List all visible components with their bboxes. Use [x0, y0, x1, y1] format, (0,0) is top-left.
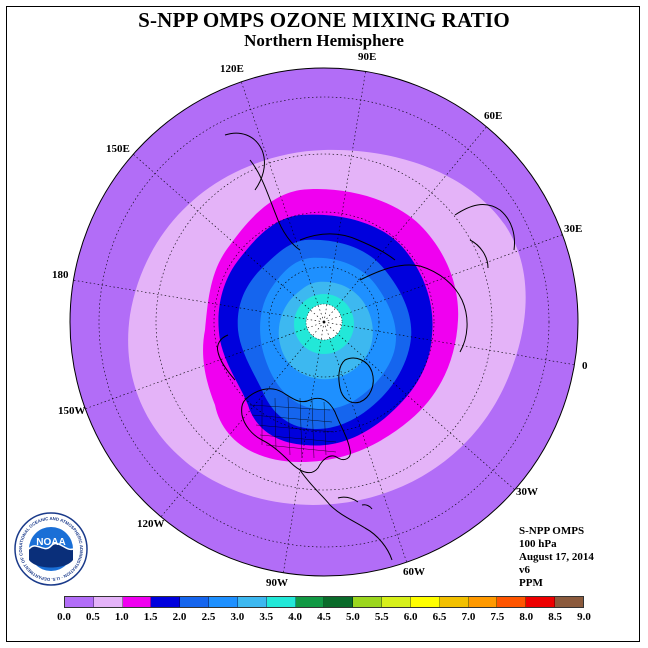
colorbar-tick-label: 0.5: [86, 611, 100, 623]
info-units: PPM: [519, 577, 543, 589]
colorbar-swatch: [93, 597, 123, 607]
colorbar-swatch: [266, 597, 296, 607]
colorbar-swatch: [65, 597, 94, 607]
map-subtitle: Northern Hemisphere: [244, 31, 404, 50]
colorbar-tick-label: 7.0: [461, 611, 476, 623]
map-boundary: [69, 67, 579, 577]
info-pressure-level: 100 hPa: [519, 538, 557, 550]
colorbar-swatch: [353, 597, 383, 607]
colorbar-tick-label: 5.5: [374, 611, 389, 623]
colorbar-tick-label: 8.0: [519, 611, 534, 623]
lon-label-90w: 90W: [266, 577, 288, 589]
colorbar-swatch: [468, 597, 498, 607]
colorbar-swatch: [180, 597, 210, 607]
latitude-circles: [98, 96, 550, 548]
colorbar-tick-label: 3.0: [230, 611, 245, 623]
colorbar-tick-label: 9.0: [577, 611, 591, 623]
colorbar-tick-label: 5.0: [346, 611, 360, 623]
colorbar-tick-label: 7.5: [490, 611, 505, 623]
colorbar-tick-label: 4.0: [288, 611, 302, 623]
colorbar-tick-label: 4.5: [317, 611, 331, 623]
colorbar-swatch: [324, 597, 354, 607]
colorbar-tick-label: 6.0: [403, 611, 418, 623]
colorbar-tick-label: 3.5: [259, 611, 274, 623]
info-block: S-NPP OMPS 100 hPa August 17, 2014 v6 PP…: [519, 525, 594, 590]
figure-frame: [6, 6, 640, 642]
lon-label-30e: 30E: [564, 223, 583, 235]
colorbar-ticks: 0.0 0.5 1.0 1.5 2.0 2.5 3.0 3.5 4.0 4.5 5.0 5.5 6.0 6…: [0, 611, 648, 625]
colorbar-tick-label: 6.5: [432, 611, 447, 623]
info-version: v6: [519, 564, 530, 576]
colorbar-tick-label: 0.0: [57, 611, 71, 623]
lon-label-90e: 90E: [358, 51, 377, 63]
colorbar-swatch: [382, 597, 411, 607]
lon-label-60e: 60E: [484, 110, 503, 122]
colorbar-tick-label: 1.5: [143, 611, 158, 623]
colorbar-tick-label: 1.0: [114, 611, 129, 623]
colorbar-tick-label: 2.0: [172, 611, 187, 623]
colorbar-swatch: [151, 597, 181, 607]
colorbar-swatch: [526, 597, 556, 607]
lon-label-0: 0: [582, 360, 588, 372]
logo-text: NOAA: [36, 537, 65, 548]
colorbar-swatch: [209, 597, 238, 607]
colorbar-tick-label: 8.5: [548, 611, 562, 623]
noaa-logo: NATIONAL OCEANIC AND ATMOSPHERIC ADMINIS…: [14, 512, 88, 586]
map-title: S-NPP OMPS OZONE MIXING RATIO: [138, 8, 510, 32]
colorbar-swatch: [410, 597, 440, 607]
info-date: August 17, 2014: [519, 551, 594, 563]
colorbar-tick-label: 2.5: [201, 611, 216, 623]
lon-label-30w: 30W: [516, 486, 538, 498]
coastlines: [217, 132, 515, 561]
lon-label-150e: 150E: [106, 143, 130, 155]
colorbar-swatch: [122, 597, 152, 607]
colorbar-swatch: [439, 597, 469, 607]
lon-label-120e: 120E: [220, 63, 244, 75]
colorbar-swatch: [497, 597, 527, 607]
lon-label-150w: 150W: [58, 405, 86, 417]
colorbar-swatch: [295, 597, 325, 607]
lon-label-180: 180: [52, 269, 69, 281]
info-instrument: S-NPP OMPS: [519, 525, 585, 537]
colorbar: [64, 596, 584, 608]
colorbar-swatch: [237, 597, 267, 607]
lon-label-120w: 120W: [137, 518, 165, 530]
meridians: [71, 68, 577, 576]
colorbar-swatch: [555, 597, 583, 607]
lon-label-60w: 60W: [403, 566, 425, 578]
